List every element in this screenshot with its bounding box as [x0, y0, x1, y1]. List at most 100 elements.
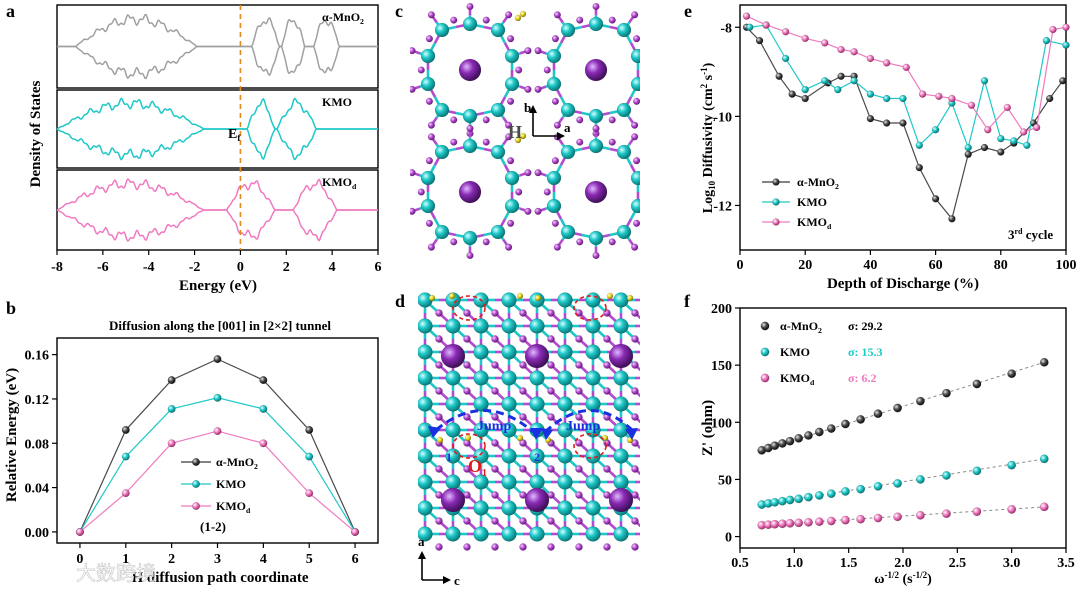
d-o-atom-3-5: [575, 387, 583, 395]
c-o2-atom-0-8: [417, 66, 425, 74]
chart-b-legend-marker-0: [191, 458, 200, 467]
c-o-atom-0-7: [427, 121, 435, 129]
chart-f-plot: 0.5 1.0 1.5 2.0 2.5 3.0 3.5 0 50 100 150 200 α-MnO2 σ…: [711, 302, 1075, 571]
c-mn-atom-3-1: [588, 138, 604, 154]
c-o2-atom-2-0: [450, 138, 458, 146]
c-mn-atom-3-7: [560, 224, 576, 240]
chart-e-ylabel: Log10 Diffusivity (cm2 s-1): [699, 62, 717, 213]
d-highlight-ring-1: [573, 295, 607, 321]
c-o2-atom-2-5: [482, 238, 490, 246]
c-k-atom-2: [458, 180, 482, 204]
c-o2-atom-2-6: [450, 238, 458, 246]
d-o-atom-7-8: [659, 491, 666, 498]
chart-f-point-1-3: [777, 496, 787, 506]
d-highlight-ring-2: [452, 433, 486, 459]
d-mn-atom-1-0: [418, 318, 433, 334]
d-mn-atom-6-6: [585, 448, 601, 464]
d-o-atom-9-0: [435, 543, 443, 551]
c-mn-atom-1-1: [588, 16, 604, 32]
d-mn-atom-2-3: [501, 344, 517, 360]
chart-e-point-2-19: [1062, 23, 1070, 31]
d-mn-atom-9-7: [613, 526, 629, 542]
d-o-atom-4-3: [519, 413, 527, 421]
d-mn-atom-3-7: [613, 370, 629, 386]
chart-e-plot: 0 20 40 60 80 100 -8 -10 -12 α-MnO2 KMO KMOd: [713, 4, 1077, 273]
structure-d-axes: a c: [418, 534, 460, 588]
chart-b-point-0-4: [259, 376, 268, 385]
c-mn-atom-0-5: [490, 102, 506, 118]
chart-b-xtick-label-0: 0: [76, 552, 83, 567]
d-mn-atom-9-4: [529, 526, 545, 542]
d-o-atom-2-0: [435, 361, 443, 369]
chart-e-point-2-12: [948, 94, 956, 103]
c-mn-atom-3-0: [560, 144, 576, 160]
c-bond-out-1-4-b: [646, 87, 654, 90]
d-h-atom-4: [606, 292, 614, 300]
chart-f-point-1-5: [794, 494, 804, 504]
chart-a-xtick-label-1: -6: [97, 260, 109, 275]
chart-f-point-2-4: [785, 518, 795, 528]
chart-f-point-2-12: [893, 512, 902, 522]
chart-b-point-2-5: [305, 489, 314, 498]
d-mn-atom-7-8: [642, 475, 657, 490]
structure-c-h-label: H: [508, 122, 522, 142]
chart-f-legend-label-2: KMOd: [780, 371, 815, 387]
chart-b-plot: 0 1 2 3 4 5 6 0.00 0.04 0.08 0.12 0.16 α-MnO2 KMO KMOd: [25, 337, 379, 567]
d-h-atom-6: [436, 436, 444, 444]
chart-f-point-0-15: [972, 379, 982, 389]
d-mn-atom-0-5: [557, 292, 573, 308]
c-mn-atom-1-0: [560, 22, 576, 38]
d-mn-atom-1-6: [585, 318, 601, 334]
chart-e-point-0-15: [980, 143, 989, 152]
chart-e-point-1-8: [883, 94, 891, 103]
c-o2-atom-0-9: [425, 35, 434, 43]
chart-e-frame: [739, 4, 1067, 251]
chart-f-xtick-label-1: 1.0: [786, 556, 804, 571]
chart-a-subpanel-alpha-mno2: α-MnO2: [56, 4, 379, 89]
d-mn-atom-4-7: [613, 396, 629, 412]
d-o-atom-3-4: [547, 387, 555, 395]
c-h-atom-0-b: [519, 10, 527, 18]
chart-e-point-2-7: [866, 54, 875, 63]
c-mn-atom-1-9: [546, 48, 562, 64]
chart-f-xtick-label-5: 3.0: [1003, 556, 1021, 571]
c-o-atom-2-6: [466, 251, 474, 260]
chart-e-ytick-label-0: -8: [720, 21, 732, 36]
structure-d-ring-label-left: 1: [446, 450, 452, 464]
c-k-atom-0: [458, 58, 482, 82]
d-o-atom-9-3: [519, 543, 527, 551]
d-o-atom-6-4: [547, 465, 555, 473]
chart-a-xtick-label-7: 6: [375, 260, 382, 275]
d-mn-atom-1-1: [445, 318, 461, 334]
structure-d-axis-a: a: [418, 534, 425, 549]
chart-e-point-1-18: [1042, 36, 1051, 45]
chart-b-legend-marker-1: [191, 480, 200, 489]
c-o2-atom-3-1: [608, 138, 616, 146]
c-mn-atom-0-3: [504, 48, 520, 64]
structure-d-o-label: O1: [468, 456, 487, 479]
c-bond-out-3-4-b: [646, 209, 654, 212]
chart-e-legend-marker-2: [772, 218, 780, 226]
chart-f-point-0-17: [1039, 357, 1049, 367]
chart-f-point-0-2: [770, 441, 780, 451]
chart-f-ytick-label-0: 0: [725, 531, 732, 546]
chart-e-point-2-17: [1032, 123, 1041, 132]
chart-f-point-2-16: [1007, 504, 1017, 514]
d-o-atom-6-0: [435, 465, 443, 473]
chart-b-annotation: (1-2): [200, 519, 226, 534]
chart-e-xlabel: Depth of Discharge (%): [827, 276, 979, 292]
chart-f-point-2-9: [841, 515, 850, 525]
chart-e-point-1-5: [834, 85, 842, 94]
chart-f-point-1-4: [785, 495, 795, 505]
chart-f-point-1-13: [915, 475, 925, 484]
d-o-atom-8-8: [659, 517, 666, 524]
chart-e-legend-marker-1: [772, 198, 780, 206]
d-mn-atom-5-3: [501, 422, 517, 438]
d-mn-atom-9-8: [642, 527, 657, 542]
c-o-atom-1-3: [651, 47, 658, 54]
d-o-atom-3-8: [659, 387, 666, 394]
c-o2-atom-2-8: [417, 188, 425, 196]
d-highlight-ring-0: [452, 295, 486, 321]
structure-c-axis-a: a: [564, 120, 571, 135]
chart-f-xtick-label-6: 3.5: [1057, 556, 1075, 571]
